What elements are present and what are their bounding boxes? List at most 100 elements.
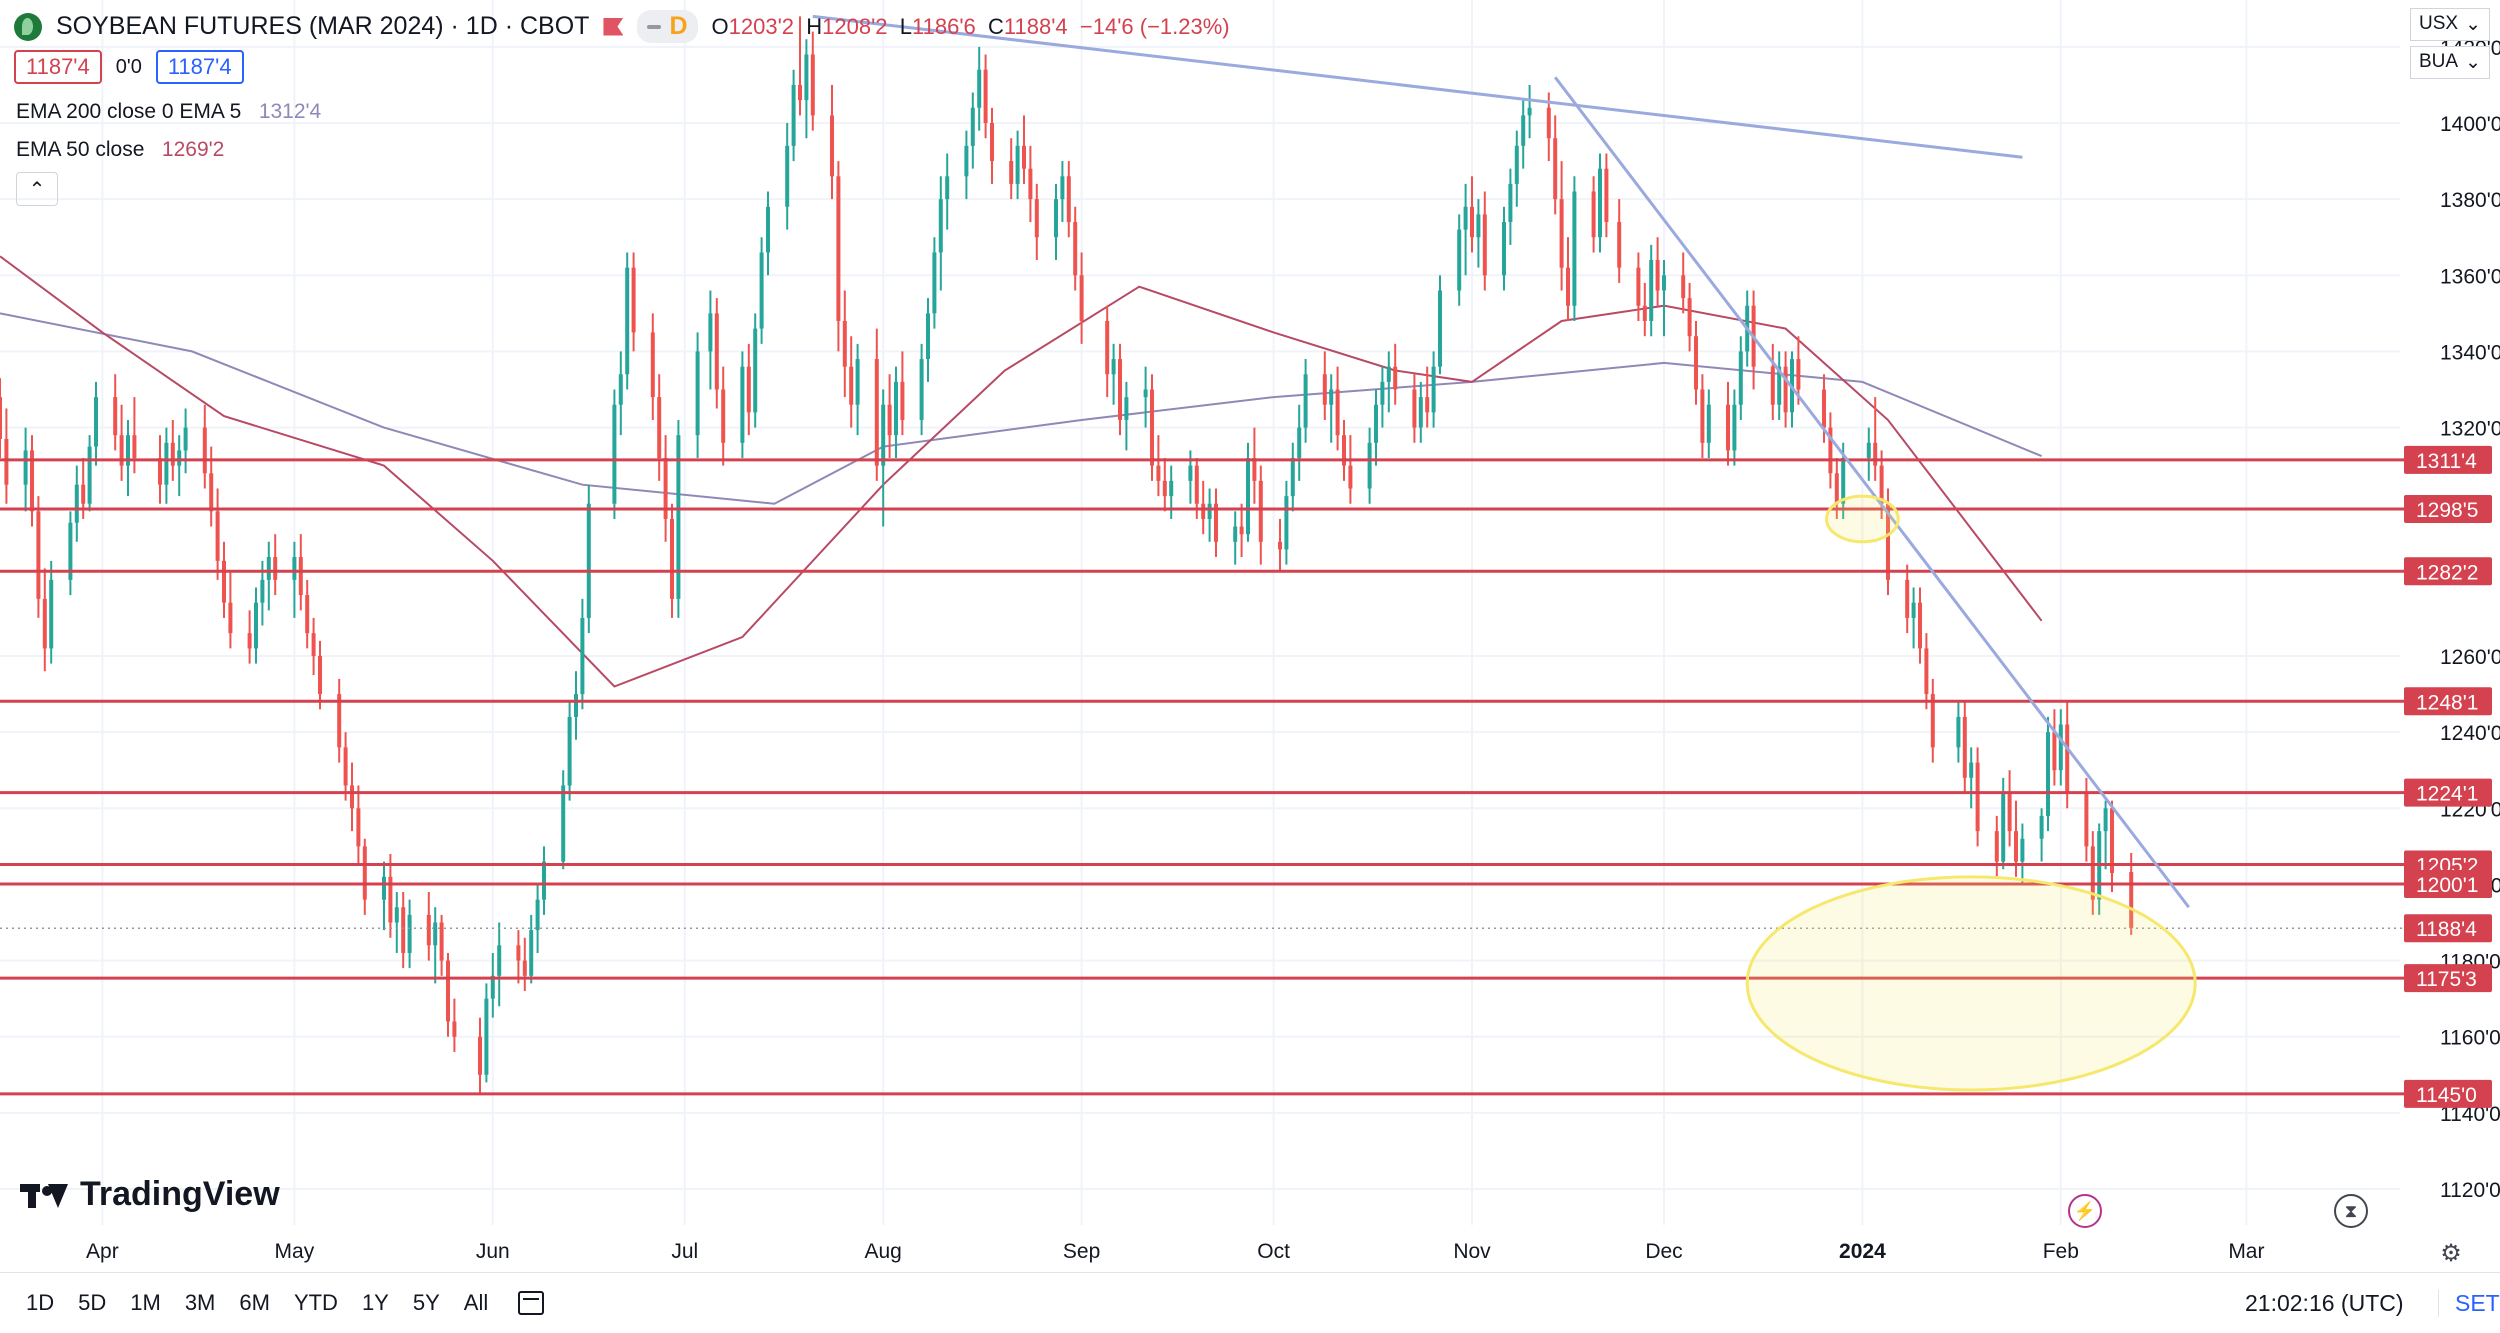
candle-body [1975,762,1980,832]
candle-body [1566,267,1570,306]
candle-body [2007,793,2012,832]
candle-body [1335,389,1340,436]
candle-body [746,366,751,413]
candle-body [1284,496,1289,550]
unit-select[interactable]: BUA ⌄ [2410,46,2490,79]
candle-body [362,846,367,900]
candle-body [932,252,937,314]
candle-body [439,922,444,961]
candle-body [887,404,892,436]
candle-body [2058,724,2063,771]
ask-box[interactable]: 1187'4 [155,50,244,84]
candle-body [1329,389,1334,405]
candle-body [1918,602,1922,649]
candle-body [1681,275,1686,299]
candle-body [1994,831,1999,862]
candle-body [452,1021,457,1037]
candle-body [1777,366,1782,405]
tf-ytd[interactable]: YTD [293,1290,338,1315]
candle-body [1841,458,1846,504]
currency-select[interactable]: USX ⌄ [2410,8,2490,41]
symbol-title[interactable]: SOYBEAN FUTURES (MAR 2024) · 1D · CBOT [56,12,590,40]
candle-body [1201,503,1206,519]
level-price-label: 1175'3 [2416,968,2477,991]
candle-body [1822,389,1826,428]
candle-body [1508,183,1513,222]
candle-body [650,332,655,398]
time-tick-label: Mar [2228,1240,2264,1263]
candle-body [337,694,342,748]
candle-body [2090,846,2095,900]
tf-1m[interactable]: 1M [130,1290,161,1315]
spread-value: 0'0 [115,55,142,78]
candle-body [657,397,662,459]
candle-body [1233,526,1238,542]
lightning-icon[interactable]: ⚡ [2068,1194,2102,1228]
chevron-up-icon: ⌃ [28,178,46,201]
timeframe-buttons: 1D 5D 1M 3M 6M YTD 1Y 5Y All [14,1290,500,1316]
price-tick-label: 1320'0 [2440,418,2500,441]
candle-body [1015,145,1020,184]
candle-body [1303,374,1308,428]
time-tick-label: Dec [1645,1240,1682,1263]
status-pill[interactable]: D [637,10,698,43]
candle-body [23,450,28,485]
level-price-label: 1200'1 [2416,874,2478,897]
horizontal-levels [0,458,2492,1096]
candle-body [222,560,226,603]
time-axis: Apr May Jun Jul Aug Sep Oct Nov Dec 2024 Feb Mar [86,1240,2264,1263]
trendline [812,14,2023,159]
flag-icon[interactable] [603,17,624,36]
tf-5y[interactable]: 5Y [412,1290,440,1315]
candle-body [1911,602,1916,618]
indicator-ema200[interactable]: EMA 200 close 0 EMA 5 1312'4 [16,100,321,124]
settings-icon[interactable]: ⚙ [2440,1239,2462,1267]
candle-body [766,206,770,253]
bid-box[interactable]: 1187'4 [14,50,102,84]
candle-body [618,374,623,405]
candle-body [1028,168,1033,200]
tf-1y[interactable]: 1Y [361,1290,389,1315]
candle-body [394,907,399,923]
candle-body [2065,724,2070,794]
candle-body [478,1036,482,1075]
level-price-label-bg [2404,1079,2492,1108]
level-price-label: 1298'5 [2416,499,2478,522]
candle-body [1572,191,1577,306]
price-tick-label: 1380'0 [2440,189,2500,212]
time-tick-label: Apr [86,1240,119,1263]
tf-all[interactable]: All [463,1290,489,1315]
level-price-label: 1311'4 [2416,450,2477,473]
candle-body [350,785,354,809]
tf-6m[interactable]: 6M [239,1290,270,1315]
tf-5d[interactable]: 5D [78,1290,107,1315]
hourglass-icon[interactable]: ⧗ [2334,1194,2368,1228]
collapse-legend-button[interactable]: ⌃ [16,172,58,206]
candle-body [926,313,930,360]
clock[interactable]: 21:02:16 (UTC) [2245,1289,2404,1316]
candle-body [1783,366,1788,413]
trendline [1554,76,2190,909]
candle-body [1930,694,1935,748]
candle-body [177,450,182,466]
calendar-icon[interactable] [518,1291,545,1315]
indicator-ema50[interactable]: EMA 50 close 1269'2 [16,138,224,162]
candle-body [36,511,41,599]
tf-1d[interactable]: 1D [26,1290,55,1315]
price-tick-label: 1360'0 [2440,265,2500,288]
price-axis: 1420'01400'01380'01360'01340'01320'01260… [2404,37,2500,1202]
candle-body [113,397,118,436]
candle-body [676,435,681,599]
candle-body [1143,389,1148,398]
price-tick-label: 1120'0 [2440,1179,2500,1202]
candle-body [1649,260,1654,321]
candle-body [670,518,674,599]
candle-body [1879,465,1884,504]
candle-body [1239,526,1244,535]
candle-body [830,115,834,177]
tf-3m[interactable]: 3M [184,1290,216,1315]
level-price-label: 1282'2 [2416,561,2478,584]
candle-body [1054,199,1058,238]
set-button[interactable]: SET [2438,1289,2500,1317]
